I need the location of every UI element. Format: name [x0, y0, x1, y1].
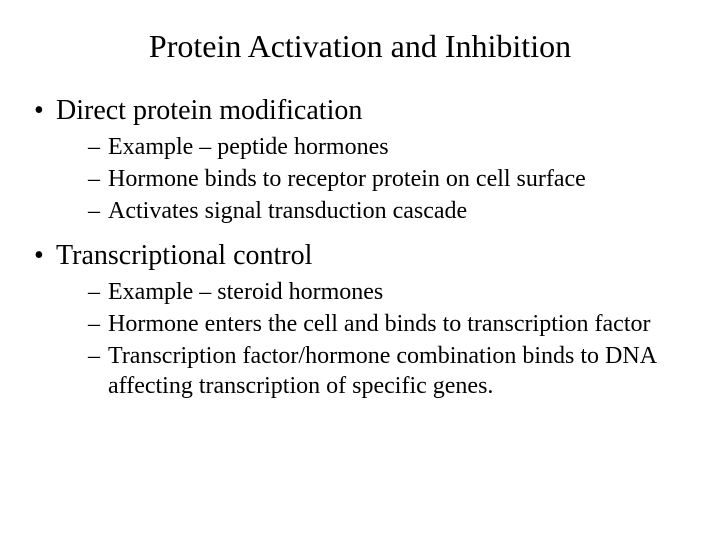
sub-list: Example – peptide hormones Hormone binds…: [56, 132, 690, 226]
list-item: Example – steroid hormones: [88, 277, 690, 307]
list-item: Hormone binds to receptor protein on cel…: [88, 164, 690, 194]
sub-bullet-text: Hormone binds to receptor protein on cel…: [108, 166, 586, 192]
bullet-text: Transcriptional control: [56, 240, 312, 271]
sub-bullet-text: Hormone enters the cell and binds to tra…: [108, 311, 651, 337]
list-item: Transcriptional control Example – steroi…: [34, 238, 690, 401]
sub-bullet-text: Activates signal transduction cascade: [108, 198, 467, 224]
list-item: Example – peptide hormones: [88, 132, 690, 162]
list-item: Direct protein modification Example – pe…: [34, 93, 690, 226]
sub-bullet-text: Example – peptide hormones: [108, 134, 389, 160]
bullet-list: Direct protein modification Example – pe…: [30, 93, 690, 401]
slide: Protein Activation and Inhibition Direct…: [0, 0, 720, 540]
list-item: Activates signal transduction cascade: [88, 196, 690, 226]
slide-title: Protein Activation and Inhibition: [30, 28, 690, 65]
sub-list: Example – steroid hormones Hormone enter…: [56, 277, 690, 401]
sub-bullet-text: Example – steroid hormones: [108, 279, 383, 305]
list-item: Hormone enters the cell and binds to tra…: [88, 309, 690, 339]
bullet-text: Direct protein modification: [56, 95, 362, 126]
sub-bullet-text: Transcription factor/hormone combination…: [108, 343, 656, 399]
list-item: Transcription factor/hormone combination…: [88, 341, 690, 401]
